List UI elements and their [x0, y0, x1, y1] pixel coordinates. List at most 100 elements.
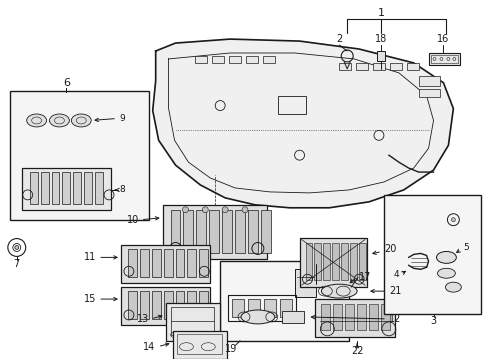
Text: 20: 20	[383, 244, 395, 255]
Bar	[418, 89, 440, 96]
Bar	[427, 53, 459, 65]
Bar	[195, 56, 207, 63]
Bar	[380, 304, 389, 330]
Bar	[212, 56, 224, 63]
Bar	[349, 243, 356, 280]
Bar	[339, 63, 350, 70]
Circle shape	[182, 207, 188, 213]
Text: 15: 15	[83, 294, 96, 304]
Bar	[368, 304, 377, 330]
Bar	[406, 63, 418, 70]
Bar	[220, 261, 348, 341]
Bar	[305, 243, 312, 280]
Bar	[163, 205, 266, 260]
Circle shape	[450, 218, 454, 222]
Text: 4: 4	[392, 270, 398, 279]
Bar	[183, 210, 193, 253]
Bar	[314, 243, 321, 280]
Bar	[51, 172, 60, 204]
Bar	[429, 55, 457, 63]
Bar	[247, 299, 259, 317]
Text: 10: 10	[126, 215, 139, 225]
Bar	[199, 291, 208, 319]
Bar	[10, 91, 148, 220]
Ellipse shape	[445, 282, 460, 292]
Bar	[345, 304, 353, 330]
Ellipse shape	[437, 268, 454, 278]
Bar	[175, 291, 184, 319]
Text: 16: 16	[436, 34, 448, 44]
Bar	[235, 210, 244, 253]
Bar	[163, 249, 172, 277]
Bar	[247, 210, 257, 253]
Bar	[356, 304, 366, 330]
Text: 7: 7	[14, 259, 20, 269]
Bar	[383, 195, 480, 314]
Bar	[333, 304, 342, 330]
Bar	[279, 299, 291, 317]
Bar	[358, 243, 366, 280]
Bar	[41, 172, 48, 204]
Text: 14: 14	[143, 342, 155, 352]
Bar	[84, 172, 92, 204]
Text: 11: 11	[84, 252, 96, 262]
Bar	[140, 249, 148, 277]
Bar	[228, 295, 295, 321]
Bar	[321, 304, 330, 330]
Bar	[323, 243, 330, 280]
Ellipse shape	[49, 114, 69, 127]
Text: 6: 6	[63, 78, 70, 88]
Bar	[172, 331, 226, 359]
Bar	[232, 299, 244, 317]
Bar	[151, 291, 161, 319]
Bar	[299, 238, 366, 287]
Ellipse shape	[241, 310, 274, 324]
Bar	[332, 243, 339, 280]
Text: 12: 12	[388, 314, 401, 324]
Bar	[170, 210, 180, 253]
Bar	[163, 291, 172, 319]
Text: 19: 19	[224, 344, 237, 354]
Bar	[175, 249, 184, 277]
Bar	[187, 249, 196, 277]
Bar	[294, 269, 316, 297]
Bar	[62, 172, 70, 204]
Bar	[176, 334, 222, 354]
Bar	[128, 249, 137, 277]
Circle shape	[15, 246, 19, 249]
Bar	[389, 63, 401, 70]
Text: 13: 13	[136, 314, 148, 324]
Text: 18: 18	[374, 34, 386, 44]
Bar	[196, 210, 206, 253]
Circle shape	[222, 207, 228, 213]
Ellipse shape	[71, 114, 91, 127]
Bar	[245, 56, 257, 63]
Bar	[263, 56, 274, 63]
Polygon shape	[152, 39, 452, 208]
Bar	[315, 299, 394, 337]
Text: 21: 21	[388, 286, 401, 296]
Text: 9: 9	[119, 114, 124, 123]
Bar	[277, 96, 305, 113]
Bar	[264, 299, 275, 317]
Bar	[418, 76, 440, 86]
Bar	[199, 249, 208, 277]
Bar	[355, 63, 367, 70]
Bar	[187, 291, 196, 319]
Bar	[170, 307, 214, 335]
Text: 3: 3	[429, 316, 436, 326]
Bar	[140, 291, 148, 319]
Bar	[21, 168, 111, 210]
Ellipse shape	[321, 284, 356, 298]
Bar	[281, 311, 303, 323]
Bar	[222, 210, 232, 253]
Ellipse shape	[27, 114, 46, 127]
Bar	[73, 172, 81, 204]
Bar	[376, 51, 384, 61]
Bar	[209, 210, 219, 253]
Text: 22: 22	[350, 346, 363, 356]
Bar	[128, 291, 137, 319]
Bar	[260, 210, 270, 253]
Bar	[121, 287, 210, 325]
Text: 17: 17	[358, 272, 371, 282]
